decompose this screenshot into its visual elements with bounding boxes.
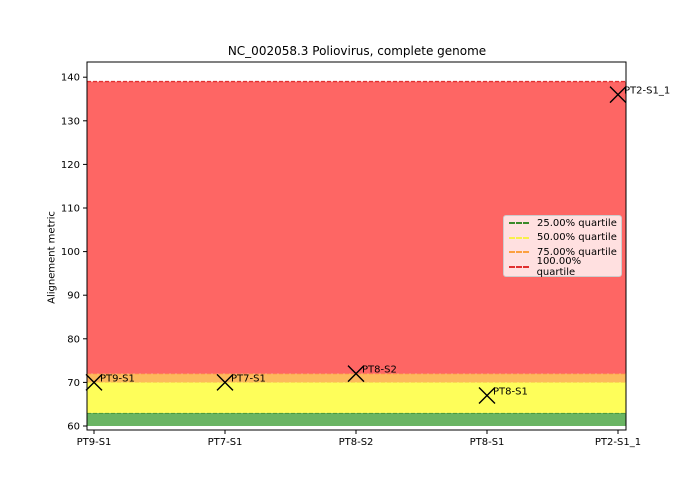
- svg-text:60: 60: [67, 422, 80, 433]
- svg-text:130: 130: [61, 116, 80, 127]
- svg-text:PT8-S1: PT8-S1: [470, 437, 505, 448]
- svg-text:PT8-S2: PT8-S2: [339, 437, 374, 448]
- legend-item: 100.00% quartile: [504, 256, 621, 278]
- legend-item: 50.00% quartile: [504, 231, 621, 246]
- svg-text:PT7-S1: PT7-S1: [208, 437, 243, 448]
- svg-text:90: 90: [67, 291, 80, 302]
- svg-text:PT7-S1: PT7-S1: [231, 373, 266, 384]
- svg-text:100: 100: [61, 247, 80, 258]
- svg-text:PT9-S1: PT9-S1: [100, 373, 135, 384]
- svg-text:PT2-S1_1: PT2-S1_1: [595, 437, 641, 448]
- svg-text:120: 120: [61, 160, 80, 171]
- svg-text:70: 70: [67, 378, 80, 389]
- svg-text:PT8-S2: PT8-S2: [362, 365, 397, 376]
- legend: 25.00% quartile 50.00% quartile 75.00% qua…: [503, 215, 622, 278]
- svg-text:PT2-S1_1: PT2-S1_1: [624, 86, 670, 97]
- chart-title: NC_002058.3 Poliovirus, complete genome: [227, 44, 487, 58]
- svg-text:PT8-S1: PT8-S1: [493, 386, 528, 397]
- svg-text:PT9-S1: PT9-S1: [77, 437, 112, 448]
- legend-item: 75.00% quartile: [504, 245, 621, 260]
- svg-text:80: 80: [67, 334, 80, 345]
- svg-text:110: 110: [61, 204, 80, 215]
- legend-item: 25.00% quartile: [504, 216, 621, 231]
- svg-text:140: 140: [61, 73, 80, 84]
